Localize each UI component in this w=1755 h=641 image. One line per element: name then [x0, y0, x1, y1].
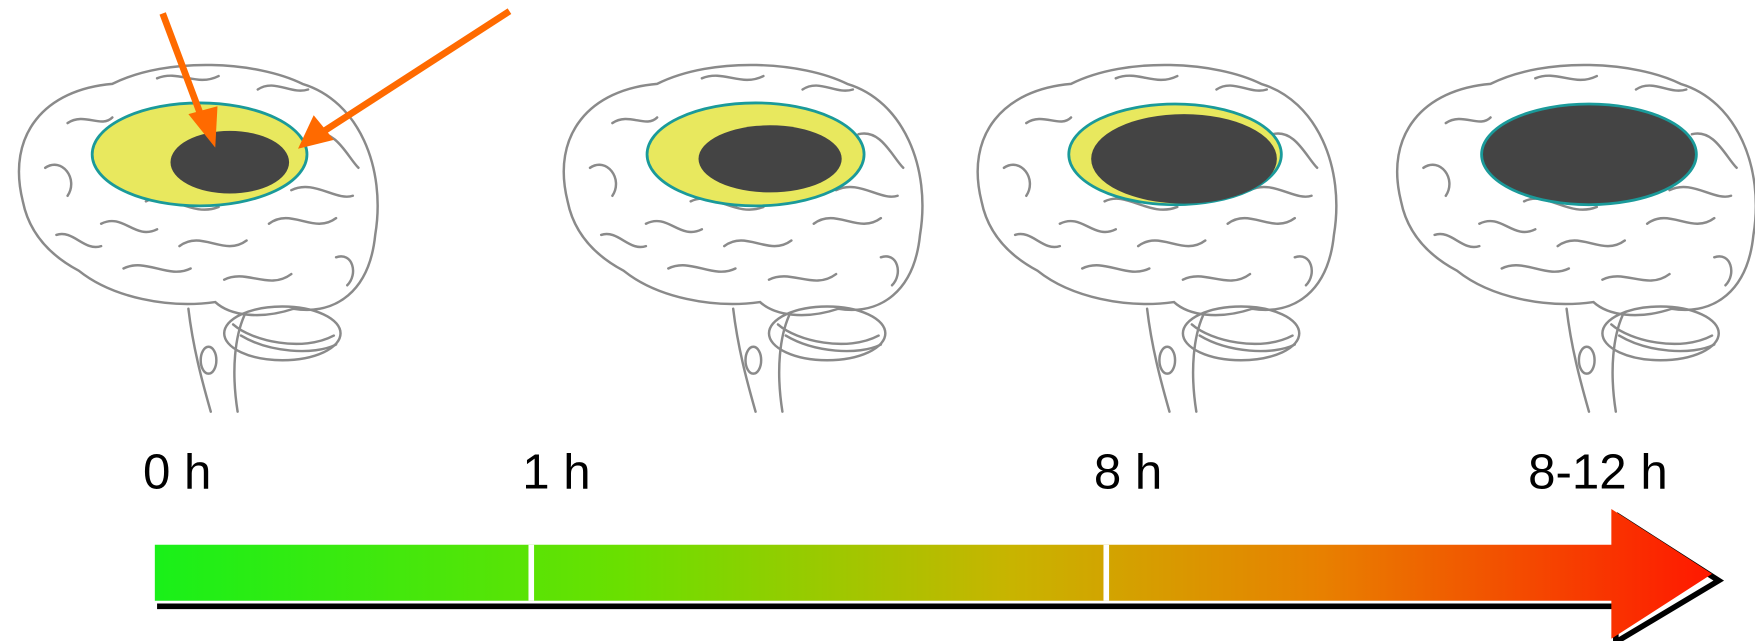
brain-8h — [976, 63, 1338, 413]
time-label: 8-12 h — [1528, 444, 1668, 499]
brain-0h — [17, 63, 379, 413]
brain-8-12h — [1395, 63, 1755, 413]
time-label: 0 h — [143, 444, 211, 499]
timeline-arrow — [154, 508, 1725, 641]
pointer-arrows — [159, 8, 512, 149]
time-label: 1 h — [522, 444, 590, 499]
time-label: 8 h — [1094, 444, 1162, 499]
brain-1h — [562, 63, 924, 413]
